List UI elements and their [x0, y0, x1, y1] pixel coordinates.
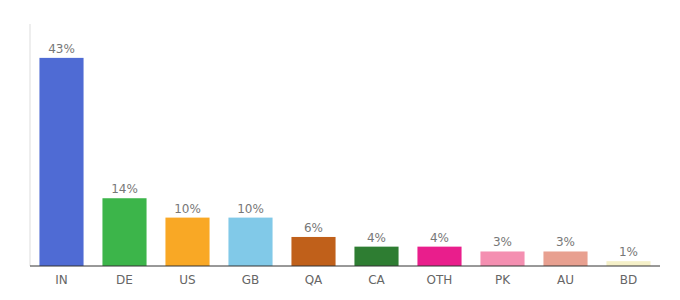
bar: [228, 218, 272, 266]
x-axis-line: [30, 266, 660, 267]
x-tick-label: US: [179, 273, 195, 287]
x-tick-label: BD: [620, 273, 637, 287]
y-axis-line: [30, 24, 31, 266]
bar: [606, 261, 650, 266]
data-label: 4%: [367, 231, 386, 245]
data-label: 3%: [556, 235, 575, 249]
data-label: 14%: [111, 182, 138, 196]
bar: [39, 58, 83, 266]
bar: [102, 198, 146, 266]
x-tick-label: QA: [305, 273, 323, 287]
data-label: 10%: [174, 202, 201, 216]
bar: [543, 251, 587, 266]
bar: [417, 247, 461, 266]
data-labels: 43% 14% 10% 10% 6% 4% 4% 3% 3% 1%: [48, 42, 638, 259]
data-label: 3%: [493, 235, 512, 249]
x-tick-label: OTH: [427, 273, 453, 287]
data-label: 10%: [237, 202, 264, 216]
bar: [291, 237, 335, 266]
x-tick-labels: IN DE US GB QA CA OTH PK AU BD: [55, 273, 637, 287]
x-tick-label: PK: [495, 273, 511, 287]
chart-svg: 43% 14% 10% 10% 6% 4% 4% 3% 3% 1% IN DE US GB QA CA OTH P…: [0, 0, 680, 300]
x-tick-label: CA: [368, 273, 385, 287]
data-label: 6%: [304, 221, 323, 235]
x-tick-label: IN: [55, 273, 68, 287]
data-label: 43%: [48, 42, 75, 56]
x-tick-label: AU: [557, 273, 574, 287]
data-label: 1%: [619, 245, 638, 259]
bar: [165, 218, 209, 266]
bar: [354, 247, 398, 266]
x-tick-label: GB: [242, 273, 260, 287]
data-label: 4%: [430, 231, 449, 245]
bar: [480, 251, 524, 266]
x-tick-label: DE: [116, 273, 133, 287]
bars: [39, 58, 650, 266]
chart-container: 43% 14% 10% 10% 6% 4% 4% 3% 3% 1% IN DE US GB QA CA OTH P…: [0, 0, 680, 300]
